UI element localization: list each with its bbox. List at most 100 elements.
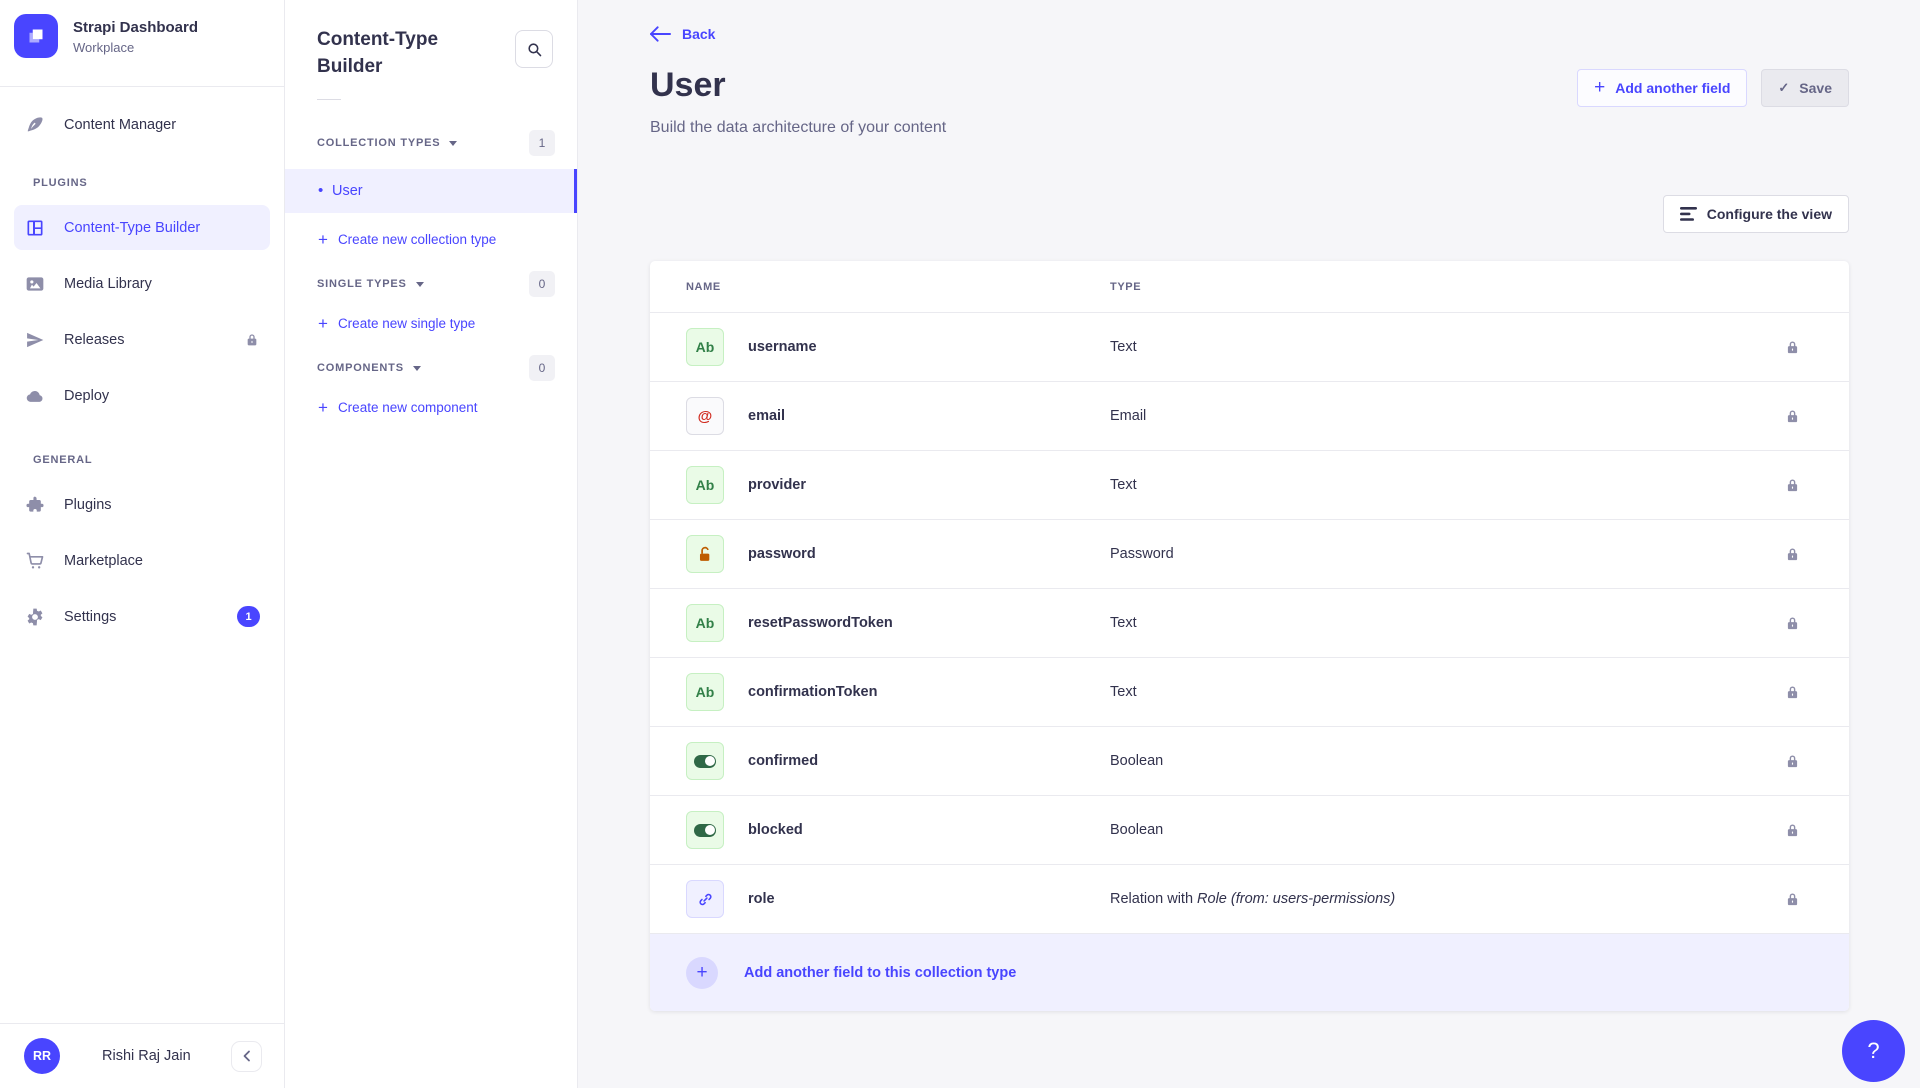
plugins-puzzle-icon	[24, 494, 46, 516]
fields-table: NAME TYPE Ab username Text @ email Email…	[650, 261, 1849, 1011]
table-header: NAME TYPE	[650, 261, 1849, 313]
plus-icon: +	[1594, 77, 1606, 98]
collapse-sidebar-button[interactable]	[231, 1040, 262, 1072]
field-type: Email	[1110, 408, 1147, 424]
type-column-header: TYPE	[1110, 280, 1142, 293]
add-field-to-collection-row[interactable]: + Add another field to this collection t…	[650, 934, 1849, 1011]
table-row: Ab resetPasswordToken Text	[650, 589, 1849, 658]
field-name: provider	[748, 477, 807, 493]
field-name: username	[748, 339, 817, 355]
field-name: blocked	[748, 822, 803, 838]
lock-icon	[1784, 339, 1801, 356]
group-label: SINGLE TYPES	[317, 278, 407, 290]
name-column-header: NAME	[686, 280, 721, 293]
field-name: password	[748, 546, 816, 562]
lock-icon	[244, 332, 260, 348]
table-row: Ab provider Text	[650, 451, 1849, 520]
create-component-link[interactable]: + Create new component	[318, 397, 478, 417]
field-type: Text	[1110, 339, 1137, 355]
components-group-header[interactable]: COMPONENTS 0	[317, 355, 555, 381]
chevron-down-icon	[412, 365, 421, 371]
password-field-icon	[686, 535, 724, 573]
email-field-icon: @	[686, 397, 724, 435]
user-avatar[interactable]: RR	[24, 1038, 60, 1074]
text-field-icon: Ab	[686, 328, 724, 366]
lock-icon	[1784, 408, 1801, 425]
field-type: Text	[1110, 684, 1137, 700]
field-type: Text	[1110, 477, 1137, 493]
field-name: resetPasswordToken	[748, 615, 893, 631]
create-collection-type-link[interactable]: + Create new collection type	[318, 229, 497, 249]
main-sidebar: Strapi Dashboard Workplace Content Manag…	[0, 0, 285, 1088]
sidebar-item-label: Media Library	[64, 275, 152, 292]
page-subtitle: Build the data architecture of your cont…	[650, 119, 947, 136]
table-row: blocked Boolean	[650, 796, 1849, 865]
boolean-field-icon	[686, 811, 724, 849]
workspace-subtitle: Workplace	[73, 39, 135, 55]
configure-view-button[interactable]: Configure the view	[1662, 195, 1849, 233]
lock-icon	[1784, 546, 1801, 563]
add-another-field-button[interactable]: + Add another field	[1577, 69, 1748, 107]
subnav-divider	[317, 99, 341, 100]
text-field-icon: Ab	[686, 673, 724, 711]
sidebar-item-label: Content-Type Builder	[64, 219, 201, 236]
plus-circle-icon: +	[686, 956, 718, 989]
lock-icon	[1784, 477, 1801, 494]
sidebar-item-releases[interactable]: Releases	[14, 317, 270, 362]
plus-icon: +	[318, 313, 328, 333]
field-name: role	[748, 891, 775, 907]
settings-gear-icon	[24, 606, 46, 628]
boolean-field-icon	[686, 742, 724, 780]
collection-types-group-header[interactable]: COLLECTION TYPES 1	[317, 130, 555, 156]
page-title: User	[650, 66, 726, 104]
field-type: Password	[1110, 546, 1174, 562]
sidebar-item-label: Content Manager	[64, 116, 177, 133]
sidebar-item-plugins[interactable]: Plugins	[14, 482, 270, 527]
sidebar-item-settings[interactable]: Settings 1	[14, 594, 270, 639]
table-row: Ab username Text	[650, 313, 1849, 382]
field-name: email	[748, 408, 786, 424]
group-label: COMPONENTS	[317, 362, 404, 374]
workspace-title: Strapi Dashboard	[73, 18, 199, 36]
releases-icon	[24, 329, 46, 351]
sidebar-section-general: GENERAL	[33, 454, 93, 466]
create-single-type-link[interactable]: + Create new single type	[318, 313, 476, 333]
field-type: Relation with Role (from: users-permissi…	[1110, 891, 1396, 907]
sidebar-item-marketplace[interactable]: Marketplace	[14, 538, 270, 583]
sidebar-item-label: Plugins	[64, 496, 112, 513]
lock-icon	[1784, 822, 1801, 839]
lock-icon	[1784, 753, 1801, 770]
search-button[interactable]	[515, 30, 553, 68]
sidebar-item-label: Releases	[64, 331, 125, 348]
help-button[interactable]: ?	[1842, 1020, 1905, 1082]
marketplace-cart-icon	[24, 550, 46, 572]
sidebar-item-label: Deploy	[64, 387, 110, 404]
media-library-icon	[24, 273, 46, 295]
back-link[interactable]: Back	[650, 26, 715, 42]
relation-field-icon	[686, 880, 724, 918]
sidebar-item-content-type-builder[interactable]: Content-Type Builder	[14, 205, 270, 250]
chevron-left-icon	[242, 1050, 252, 1062]
plus-icon: +	[318, 229, 328, 249]
list-settings-icon	[1679, 207, 1697, 221]
chevron-down-icon	[415, 281, 424, 287]
strapi-logo-icon	[14, 14, 58, 58]
sidebar-item-media-library[interactable]: Media Library	[14, 261, 270, 306]
group-count-badge: 1	[529, 130, 555, 156]
sidebar-item-deploy[interactable]: Deploy	[14, 373, 270, 418]
subnav-title: Content-Type Builder	[317, 29, 439, 77]
deploy-cloud-icon	[24, 385, 46, 407]
user-name[interactable]: Rishi Raj Jain	[102, 1048, 191, 1064]
field-name: confirmed	[748, 753, 819, 769]
workspace-brand: Strapi Dashboard Workplace	[0, 0, 284, 70]
sidebar-item-label: Marketplace	[64, 552, 143, 569]
sidebar-item-content-manager[interactable]: Content Manager	[14, 102, 270, 147]
plus-icon: +	[318, 397, 328, 417]
single-types-group-header[interactable]: SINGLE TYPES 0	[317, 271, 555, 297]
sidebar-item-label: Settings	[64, 608, 117, 625]
save-button[interactable]: ✓ Save	[1761, 69, 1849, 107]
subnav-item-user[interactable]: • User	[285, 169, 577, 213]
content-manager-icon	[24, 114, 46, 136]
text-field-icon: Ab	[686, 466, 724, 504]
table-row: @ email Email	[650, 382, 1849, 451]
